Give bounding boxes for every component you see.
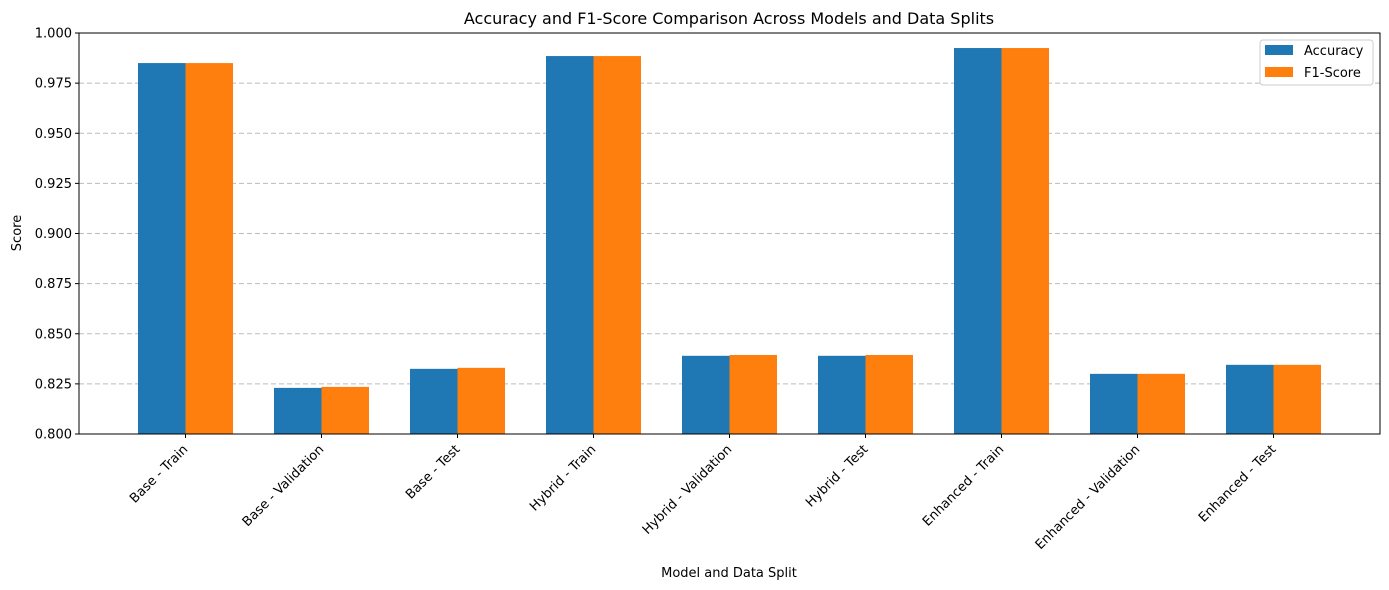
x-tick-label: Enhanced - Test (1196, 442, 1279, 525)
y-axis-label: Score (10, 215, 25, 251)
bar-f1-score-6 (1001, 48, 1049, 434)
bar-f1-score-2 (457, 367, 505, 434)
bar-accuracy-5 (818, 355, 866, 434)
bar-accuracy-3 (546, 56, 594, 435)
x-tick-label: Enhanced - Validation (1033, 442, 1144, 553)
x-tick-label: Hybrid - Train (527, 442, 599, 514)
y-tick-label: 0.925 (35, 177, 72, 192)
y-tick-label: 0.950 (35, 127, 72, 142)
bar-accuracy-7 (1090, 373, 1138, 434)
y-tick-label: 0.825 (35, 377, 72, 392)
bar-f1-score-3 (593, 56, 641, 435)
x-axis-label: Model and Data Split (661, 566, 797, 581)
bar-f1-score-7 (1137, 373, 1185, 434)
y-tick-label: 0.875 (35, 277, 72, 292)
bar-accuracy-0 (138, 63, 186, 434)
bar-f1-score-5 (865, 355, 913, 434)
legend-swatch-accuracy (1265, 45, 1293, 55)
bar-f1-score-0 (185, 63, 233, 434)
bar-accuracy-2 (410, 368, 458, 434)
legend: Accuracy F1-Score (1259, 39, 1374, 86)
y-tick-label: 0.800 (35, 428, 72, 443)
y-tick-label: 0.850 (35, 327, 72, 342)
legend-label-accuracy: Accuracy (1304, 44, 1364, 59)
bar-f1-score-8 (1273, 364, 1321, 434)
y-tick-label: 1.000 (35, 27, 72, 42)
x-tick-label: Base - Test (403, 442, 463, 502)
x-tick-label: Enhanced - Train (920, 442, 1007, 529)
bar-accuracy-6 (954, 48, 1002, 434)
x-tick-label: Base - Validation (240, 442, 328, 530)
x-tick-label: Hybrid - Validation (640, 442, 736, 538)
y-tick-label: 0.975 (35, 77, 72, 92)
x-tick-label: Hybrid - Test (803, 442, 871, 510)
bar-accuracy-1 (274, 387, 322, 434)
bar-f1-score-1 (321, 386, 369, 434)
bar-accuracy-4 (682, 355, 730, 434)
bar-f1-score-4 (729, 355, 777, 434)
legend-label-f1: F1-Score (1304, 66, 1361, 81)
y-tick-label: 0.900 (35, 227, 72, 242)
legend-swatch-f1 (1265, 67, 1293, 77)
bar-accuracy-8 (1226, 364, 1274, 434)
chart-title: Accuracy and F1-Score Comparison Across … (464, 9, 994, 28)
x-tick-label: Base - Train (127, 442, 191, 506)
